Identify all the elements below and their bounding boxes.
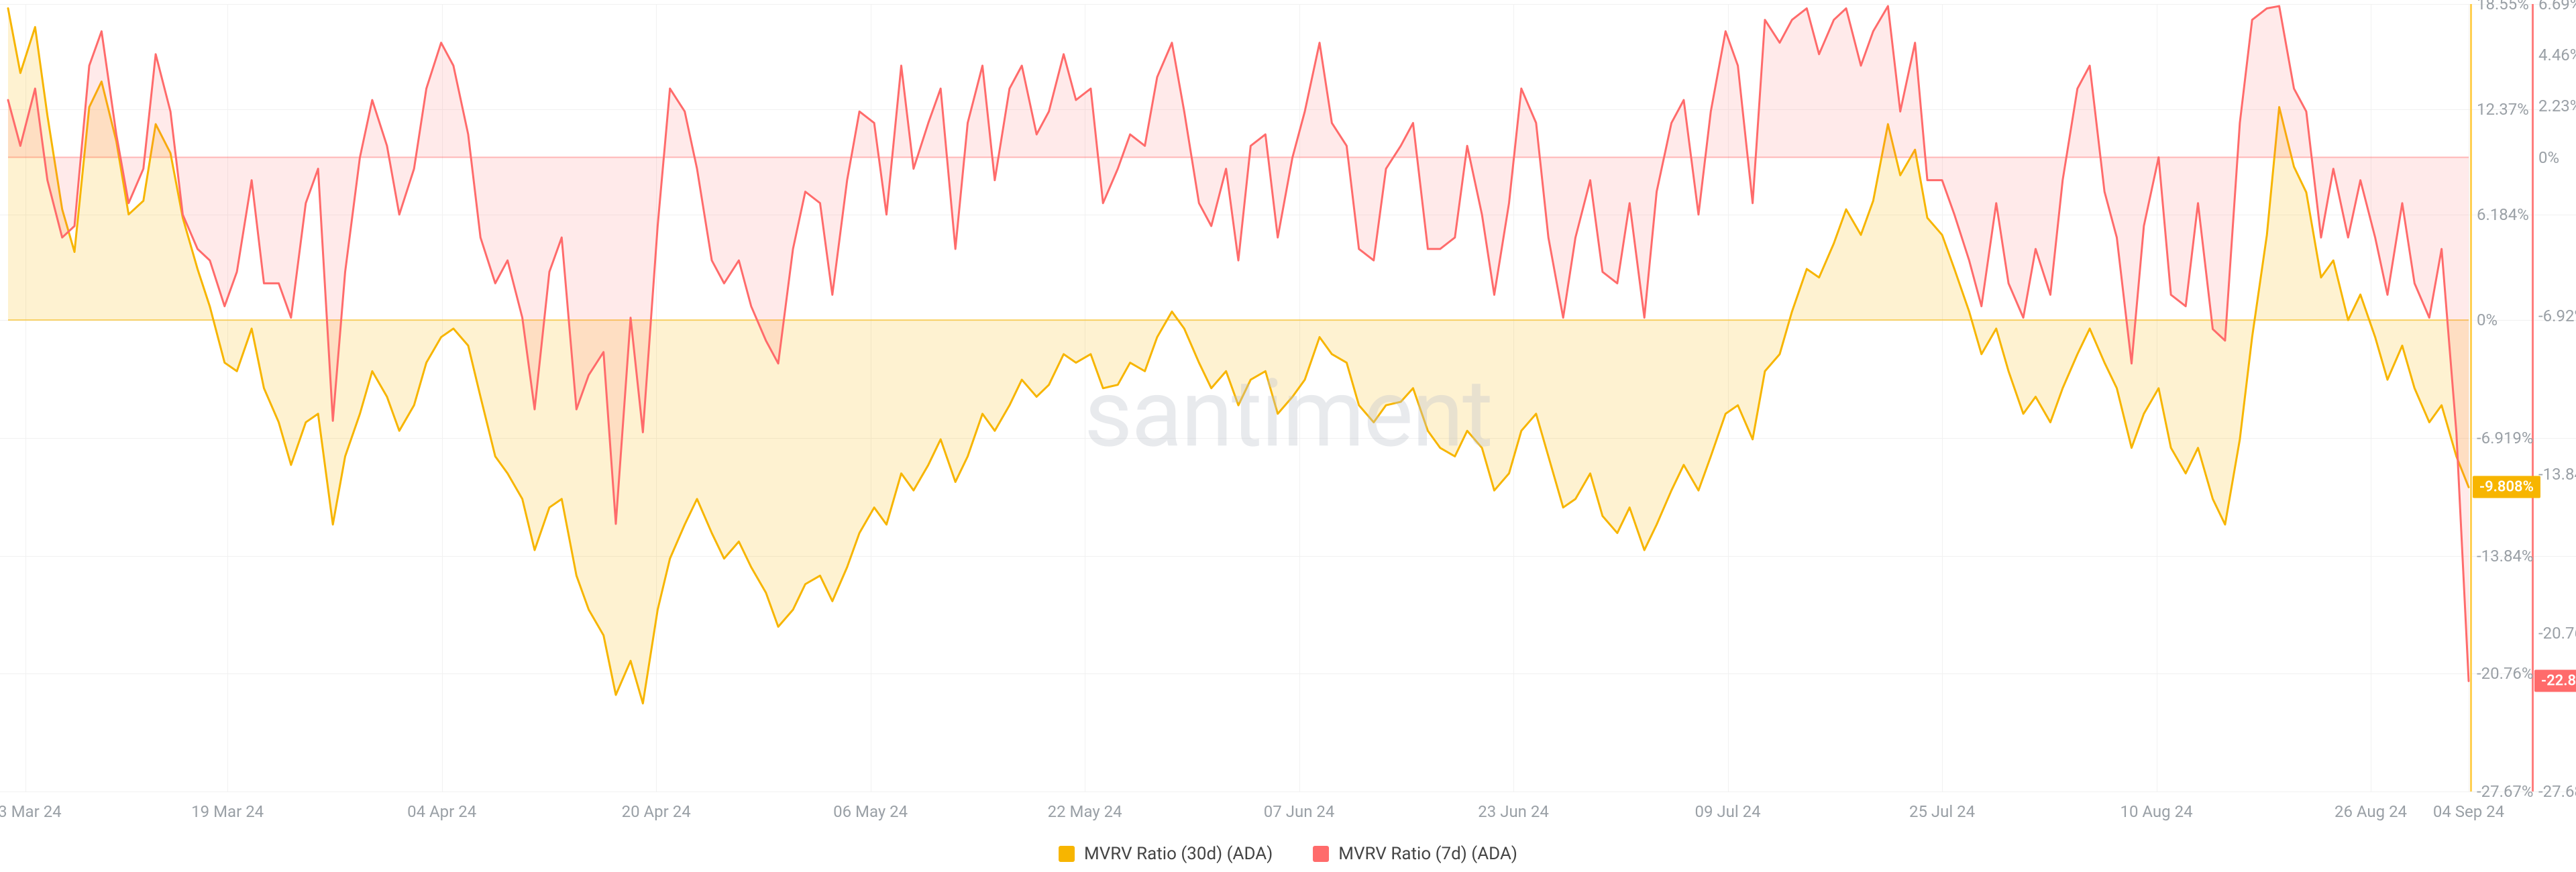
legend-swatch bbox=[1059, 846, 1075, 862]
legend-swatch bbox=[1313, 846, 1329, 862]
y-axis-right-tick-label: -13.84% bbox=[2538, 465, 2576, 484]
y-axis-left-tick-label: 12.37% bbox=[2477, 100, 2529, 119]
x-axis-tick-label: 19 Mar 24 bbox=[191, 802, 264, 821]
x-axis-tick-label: 07 Jun 24 bbox=[1264, 802, 1335, 821]
y-axis-left-tick-label: 6.184% bbox=[2477, 205, 2529, 224]
x-axis-tick-label: 06 May 24 bbox=[833, 802, 908, 821]
x-axis-tick-label: 25 Jul 24 bbox=[1909, 802, 1975, 821]
x-axis-tick-label: 03 Mar 24 bbox=[0, 802, 62, 821]
y-axis-left-tick-label: 18.55% bbox=[2477, 0, 2529, 13]
x-axis-tick-label: 23 Jun 24 bbox=[1478, 802, 1549, 821]
x-axis-tick-label: 10 Aug 24 bbox=[2120, 802, 2192, 821]
y-axis-left-tick-label: 0% bbox=[2477, 311, 2498, 329]
y-axis-right-tick-label: 2.23% bbox=[2538, 97, 2576, 115]
legend-item[interactable]: MVRV Ratio (7d) (ADA) bbox=[1313, 844, 1517, 864]
y-axis-left-tick-label: -27.67% bbox=[2477, 782, 2534, 801]
current-value-badge: -9.808% bbox=[2473, 476, 2540, 498]
x-axis-tick-label: 20 Apr 24 bbox=[622, 802, 691, 821]
legend-label: MVRV Ratio (30d) (ADA) bbox=[1084, 844, 1273, 864]
chart-svg bbox=[0, 0, 2576, 872]
legend-label: MVRV Ratio (7d) (ADA) bbox=[1338, 844, 1517, 864]
y-axis-right-tick-label: 4.46% bbox=[2538, 46, 2576, 64]
x-axis-tick-label: 22 May 24 bbox=[1048, 802, 1122, 821]
x-axis-tick-label: 09 Jul 24 bbox=[1695, 802, 1760, 821]
y-axis-right-tick-label: 6.69% bbox=[2538, 0, 2576, 13]
y-axis-right-tick-label: 0% bbox=[2538, 148, 2559, 167]
y-axis-right-tick-label: -27.68% bbox=[2538, 782, 2576, 801]
legend: MVRV Ratio (30d) (ADA) MVRV Ratio (7d) (A… bbox=[1059, 844, 1517, 864]
y-axis-right-tick-label: -20.76% bbox=[2538, 624, 2576, 643]
x-axis-tick-label: 26 Aug 24 bbox=[2334, 802, 2407, 821]
y-axis-left-tick-label: -13.84% bbox=[2477, 547, 2534, 565]
y-axis-left-tick-label: -6.919% bbox=[2477, 429, 2534, 447]
current-value-badge: -22.86% bbox=[2534, 670, 2576, 692]
legend-item[interactable]: MVRV Ratio (30d) (ADA) bbox=[1059, 844, 1273, 864]
y-axis-right-tick-label: -6.92% bbox=[2538, 307, 2576, 325]
mvrv-chart[interactable]: santiment03 Mar 2419 Mar 2404 Apr 2420 A… bbox=[0, 0, 2576, 872]
y-axis-left-tick-label: -20.76% bbox=[2477, 664, 2534, 683]
x-axis-tick-label: 04 Sep 24 bbox=[2433, 802, 2504, 821]
x-axis-tick-label: 04 Apr 24 bbox=[407, 802, 476, 821]
